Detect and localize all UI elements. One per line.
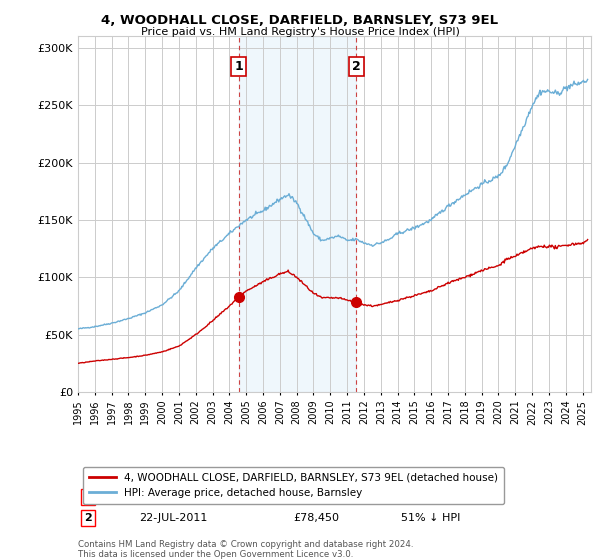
Text: 41% ↓ HPI: 41% ↓ HPI [401, 492, 461, 502]
Legend: 4, WOODHALL CLOSE, DARFIELD, BARNSLEY, S73 9EL (detached house), HPI: Average pr: 4, WOODHALL CLOSE, DARFIELD, BARNSLEY, S… [83, 466, 504, 504]
Text: Price paid vs. HM Land Registry's House Price Index (HPI): Price paid vs. HM Land Registry's House … [140, 27, 460, 37]
Text: 4, WOODHALL CLOSE, DARFIELD, BARNSLEY, S73 9EL: 4, WOODHALL CLOSE, DARFIELD, BARNSLEY, S… [101, 14, 499, 27]
Text: 2: 2 [352, 60, 361, 73]
Bar [239, 36, 356, 392]
Text: 2: 2 [85, 513, 92, 523]
Text: 51% ↓ HPI: 51% ↓ HPI [401, 513, 461, 523]
Text: Contains HM Land Registry data © Crown copyright and database right 2024.
This d: Contains HM Land Registry data © Crown c… [78, 540, 413, 559]
Text: 23-JUL-2004: 23-JUL-2004 [140, 492, 208, 502]
Text: £82,500: £82,500 [293, 492, 340, 502]
Text: 1: 1 [234, 60, 243, 73]
Text: £78,450: £78,450 [293, 513, 340, 523]
Text: 1: 1 [85, 492, 92, 502]
Text: 22-JUL-2011: 22-JUL-2011 [140, 513, 208, 523]
